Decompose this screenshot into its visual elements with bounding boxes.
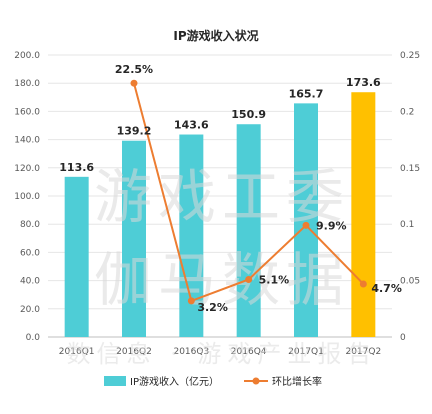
- right-tick-label: 0.25: [400, 51, 420, 61]
- left-tick-label: 0.0: [26, 333, 41, 343]
- x-tick-label: 2016Q2: [116, 347, 152, 357]
- line-point: [359, 280, 367, 288]
- left-tick-label: 80.0: [20, 220, 40, 230]
- x-tick-label: 2016Q1: [59, 347, 95, 357]
- x-tick-label: 2017Q2: [345, 347, 381, 357]
- bar-data-label: 143.6: [174, 119, 209, 132]
- line-point: [130, 79, 138, 87]
- bar-data-label: 150.9: [231, 108, 266, 121]
- chart-title: IP游戏收入状况: [173, 28, 258, 43]
- legend-label-line: 环比增长率: [272, 375, 322, 388]
- bar-series: [64, 92, 376, 337]
- left-tick-label: 20.0: [20, 305, 40, 315]
- bar: [351, 92, 376, 337]
- right-tick-label: 0.2: [400, 107, 414, 117]
- right-tick-label: 0.05: [400, 277, 420, 287]
- bar-data-label: 113.6: [59, 161, 94, 174]
- line-data-label: 3.2%: [197, 301, 228, 314]
- bar: [236, 124, 261, 337]
- bar: [294, 103, 318, 337]
- line-series: [130, 79, 367, 305]
- legend-marker-line: [252, 377, 260, 385]
- watermark-text: 游戏工委: [94, 163, 350, 231]
- x-axis-labels: 2016Q1 2016Q2 2016Q3 2016Q4 2017Q1 2017Q2: [59, 347, 381, 357]
- grid: [48, 54, 392, 338]
- legend-label-bar: IP游戏收入（亿元）: [130, 375, 219, 388]
- line-point: [187, 297, 195, 305]
- x-tick-label: 2016Q4: [231, 347, 267, 357]
- bar: [64, 176, 89, 337]
- right-tick-label: 0.1: [400, 220, 414, 230]
- line-data-label: 5.1%: [259, 273, 290, 286]
- right-tick-label: 0: [400, 333, 406, 343]
- line-point: [245, 275, 253, 283]
- line-data-label: 9.9%: [316, 219, 347, 232]
- left-tick-label: 40.0: [20, 277, 40, 287]
- watermark-text: 数信息 · 游戏产业报告: [67, 340, 378, 368]
- line-data-label: 4.7%: [371, 282, 402, 295]
- watermark-text: 伽马数据: [94, 246, 350, 314]
- left-tick-label: 140.0: [14, 136, 40, 146]
- bar-data-labels: 113.6 139.2 143.6 150.9 165.7 173.6: [59, 76, 381, 174]
- line-data-label: 22.5%: [115, 63, 153, 76]
- right-tick-label: 0.15: [400, 164, 420, 174]
- line-point: [302, 221, 310, 229]
- bar-data-label: 173.6: [346, 76, 381, 89]
- left-tick-label: 120.0: [14, 164, 40, 174]
- left-tick-label: 160.0: [14, 107, 40, 117]
- bar: [122, 140, 146, 337]
- left-tick-label: 60.0: [20, 248, 40, 258]
- left-axis-ticks: 0.0 20.0 40.0 60.0 80.0 100.0 120.0 140.0 160.0 1…: [14, 51, 40, 343]
- legend-swatch-bar: [104, 376, 126, 386]
- legend: IP游戏收入（亿元） 环比增长率: [104, 375, 322, 388]
- left-tick-label: 200.0: [14, 51, 40, 61]
- bar-data-label: 139.2: [117, 125, 152, 138]
- x-tick-label: 2016Q3: [173, 347, 209, 357]
- line-data-labels: 22.5% 3.2% 5.1% 9.9% 4.7%: [115, 63, 402, 314]
- x-tick-label: 2017Q1: [288, 347, 324, 357]
- left-tick-label: 100.0: [14, 192, 40, 202]
- right-axis-ticks: 0 0.05 0.1 0.15 0.2 0.25: [400, 51, 420, 343]
- left-tick-label: 180.0: [14, 79, 40, 89]
- bar-data-label: 165.7: [289, 87, 324, 100]
